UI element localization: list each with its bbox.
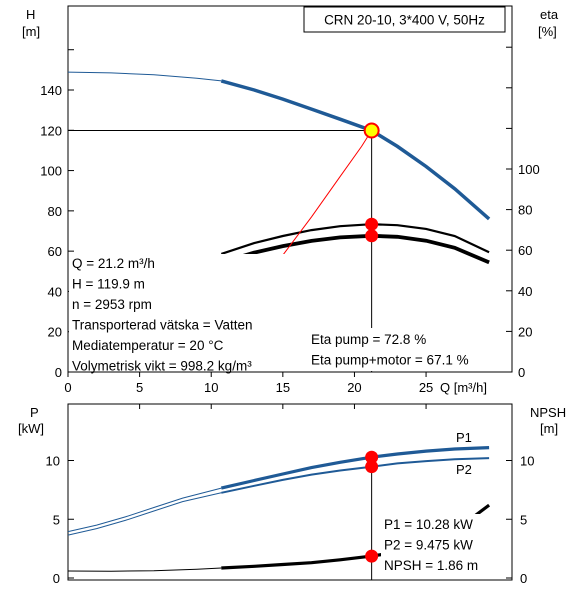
npsh-point (365, 549, 379, 563)
y-tick-label-right: 40 (518, 284, 532, 299)
info-line: Volymetrisk vikt = 998.2 kg/m³ (72, 359, 252, 374)
p-tick-label: 10 (46, 454, 60, 469)
h-curve (220, 79, 491, 221)
chart-title: CRN 20-10, 3*400 V, 50Hz (324, 13, 485, 28)
eta-line: Eta pump = 72.8 % (311, 332, 426, 347)
h-curve-extension (67, 71, 222, 82)
p1-point (365, 450, 379, 464)
y-axis-label-eta: eta (540, 7, 559, 22)
eta-box (306, 328, 496, 371)
title-box (303, 6, 506, 33)
info-line: Mediatemperatur = 20 °C (72, 338, 224, 353)
bottom-info-box (381, 514, 501, 578)
eta-pump-point (365, 217, 379, 231)
y-tick-label-right: 0 (518, 365, 525, 380)
y-axis-unit-h: [m] (22, 24, 40, 39)
info-line: Q = 21.2 m³/h (72, 256, 155, 271)
y-tick-label-right: 100 (518, 162, 540, 177)
p2-curve (221, 457, 490, 494)
y-tick-label-right: 60 (518, 243, 532, 258)
p1-curve (220, 446, 490, 490)
p-tick-label: 5 (53, 512, 60, 527)
eta-pump-motor-point (365, 229, 379, 243)
bottom-plot-frame (67, 403, 513, 581)
npsh-tick-label: 0 (520, 571, 527, 586)
info-box (69, 254, 299, 371)
p1-series-label: P1 (456, 430, 472, 445)
eta-pump-motor-curve (220, 233, 490, 265)
y-tick-label-left: 60 (48, 244, 62, 259)
p2-series-label: P2 (456, 462, 472, 477)
x-tick-label: 10 (204, 380, 218, 395)
npsh-tick-label: 5 (520, 512, 527, 527)
y-axis-unit-eta: [%] (538, 24, 557, 39)
p1-curve-extension (67, 487, 222, 533)
bottom-info-line: NPSH = 1.86 m (384, 558, 478, 573)
y-axis-label-npsh: NPSH (530, 405, 566, 420)
y-axis-unit-npsh: [m] (540, 421, 558, 436)
x-tick-label: 5 (136, 380, 143, 395)
p-tick-label: 0 (53, 571, 60, 586)
y-tick-label-left: 0 (55, 365, 62, 380)
x-axis-label: Q [m³/h] (440, 380, 487, 395)
y-axis-unit-p: [kW] (18, 421, 44, 436)
bottom-info-line: P1 = 10.28 kW (384, 517, 473, 532)
y-tick-label-left: 80 (48, 204, 62, 219)
y-tick-label-left: 120 (40, 123, 62, 138)
y-tick-label-right: 20 (518, 324, 532, 339)
y-tick-label-left: 20 (48, 325, 62, 340)
eta-line: Eta pump+motor = 67.1 % (311, 353, 469, 368)
x-tick-label: 15 (276, 380, 290, 395)
y-axis-label-h: H (26, 7, 35, 22)
y-tick-label-left: 40 (48, 284, 62, 299)
y-tick-label-right: 80 (518, 203, 532, 218)
p2-point (365, 460, 379, 474)
info-line: n = 2953 rpm (72, 297, 152, 312)
system-curve (282, 130, 373, 256)
npsh-tick-label: 10 (520, 454, 534, 469)
bottom-info-line: P2 = 9.475 kW (384, 538, 473, 553)
h-operating-point (363, 122, 380, 139)
info-line: H = 119.9 m (72, 277, 145, 292)
p2-curve-extension (67, 492, 222, 536)
npsh-curve-extension (67, 567, 222, 572)
y-tick-label-left: 100 (40, 164, 62, 179)
eta-pump-curve (220, 223, 490, 255)
x-tick-label: 0 (64, 380, 71, 395)
x-tick-label: 25 (419, 380, 433, 395)
y-tick-label-left: 140 (40, 83, 62, 98)
info-line: Transporterad vätska = Vatten (72, 318, 252, 333)
x-tick-label: 20 (347, 380, 361, 395)
y-axis-label-p: P (30, 405, 39, 420)
top-plot-frame (67, 5, 513, 373)
